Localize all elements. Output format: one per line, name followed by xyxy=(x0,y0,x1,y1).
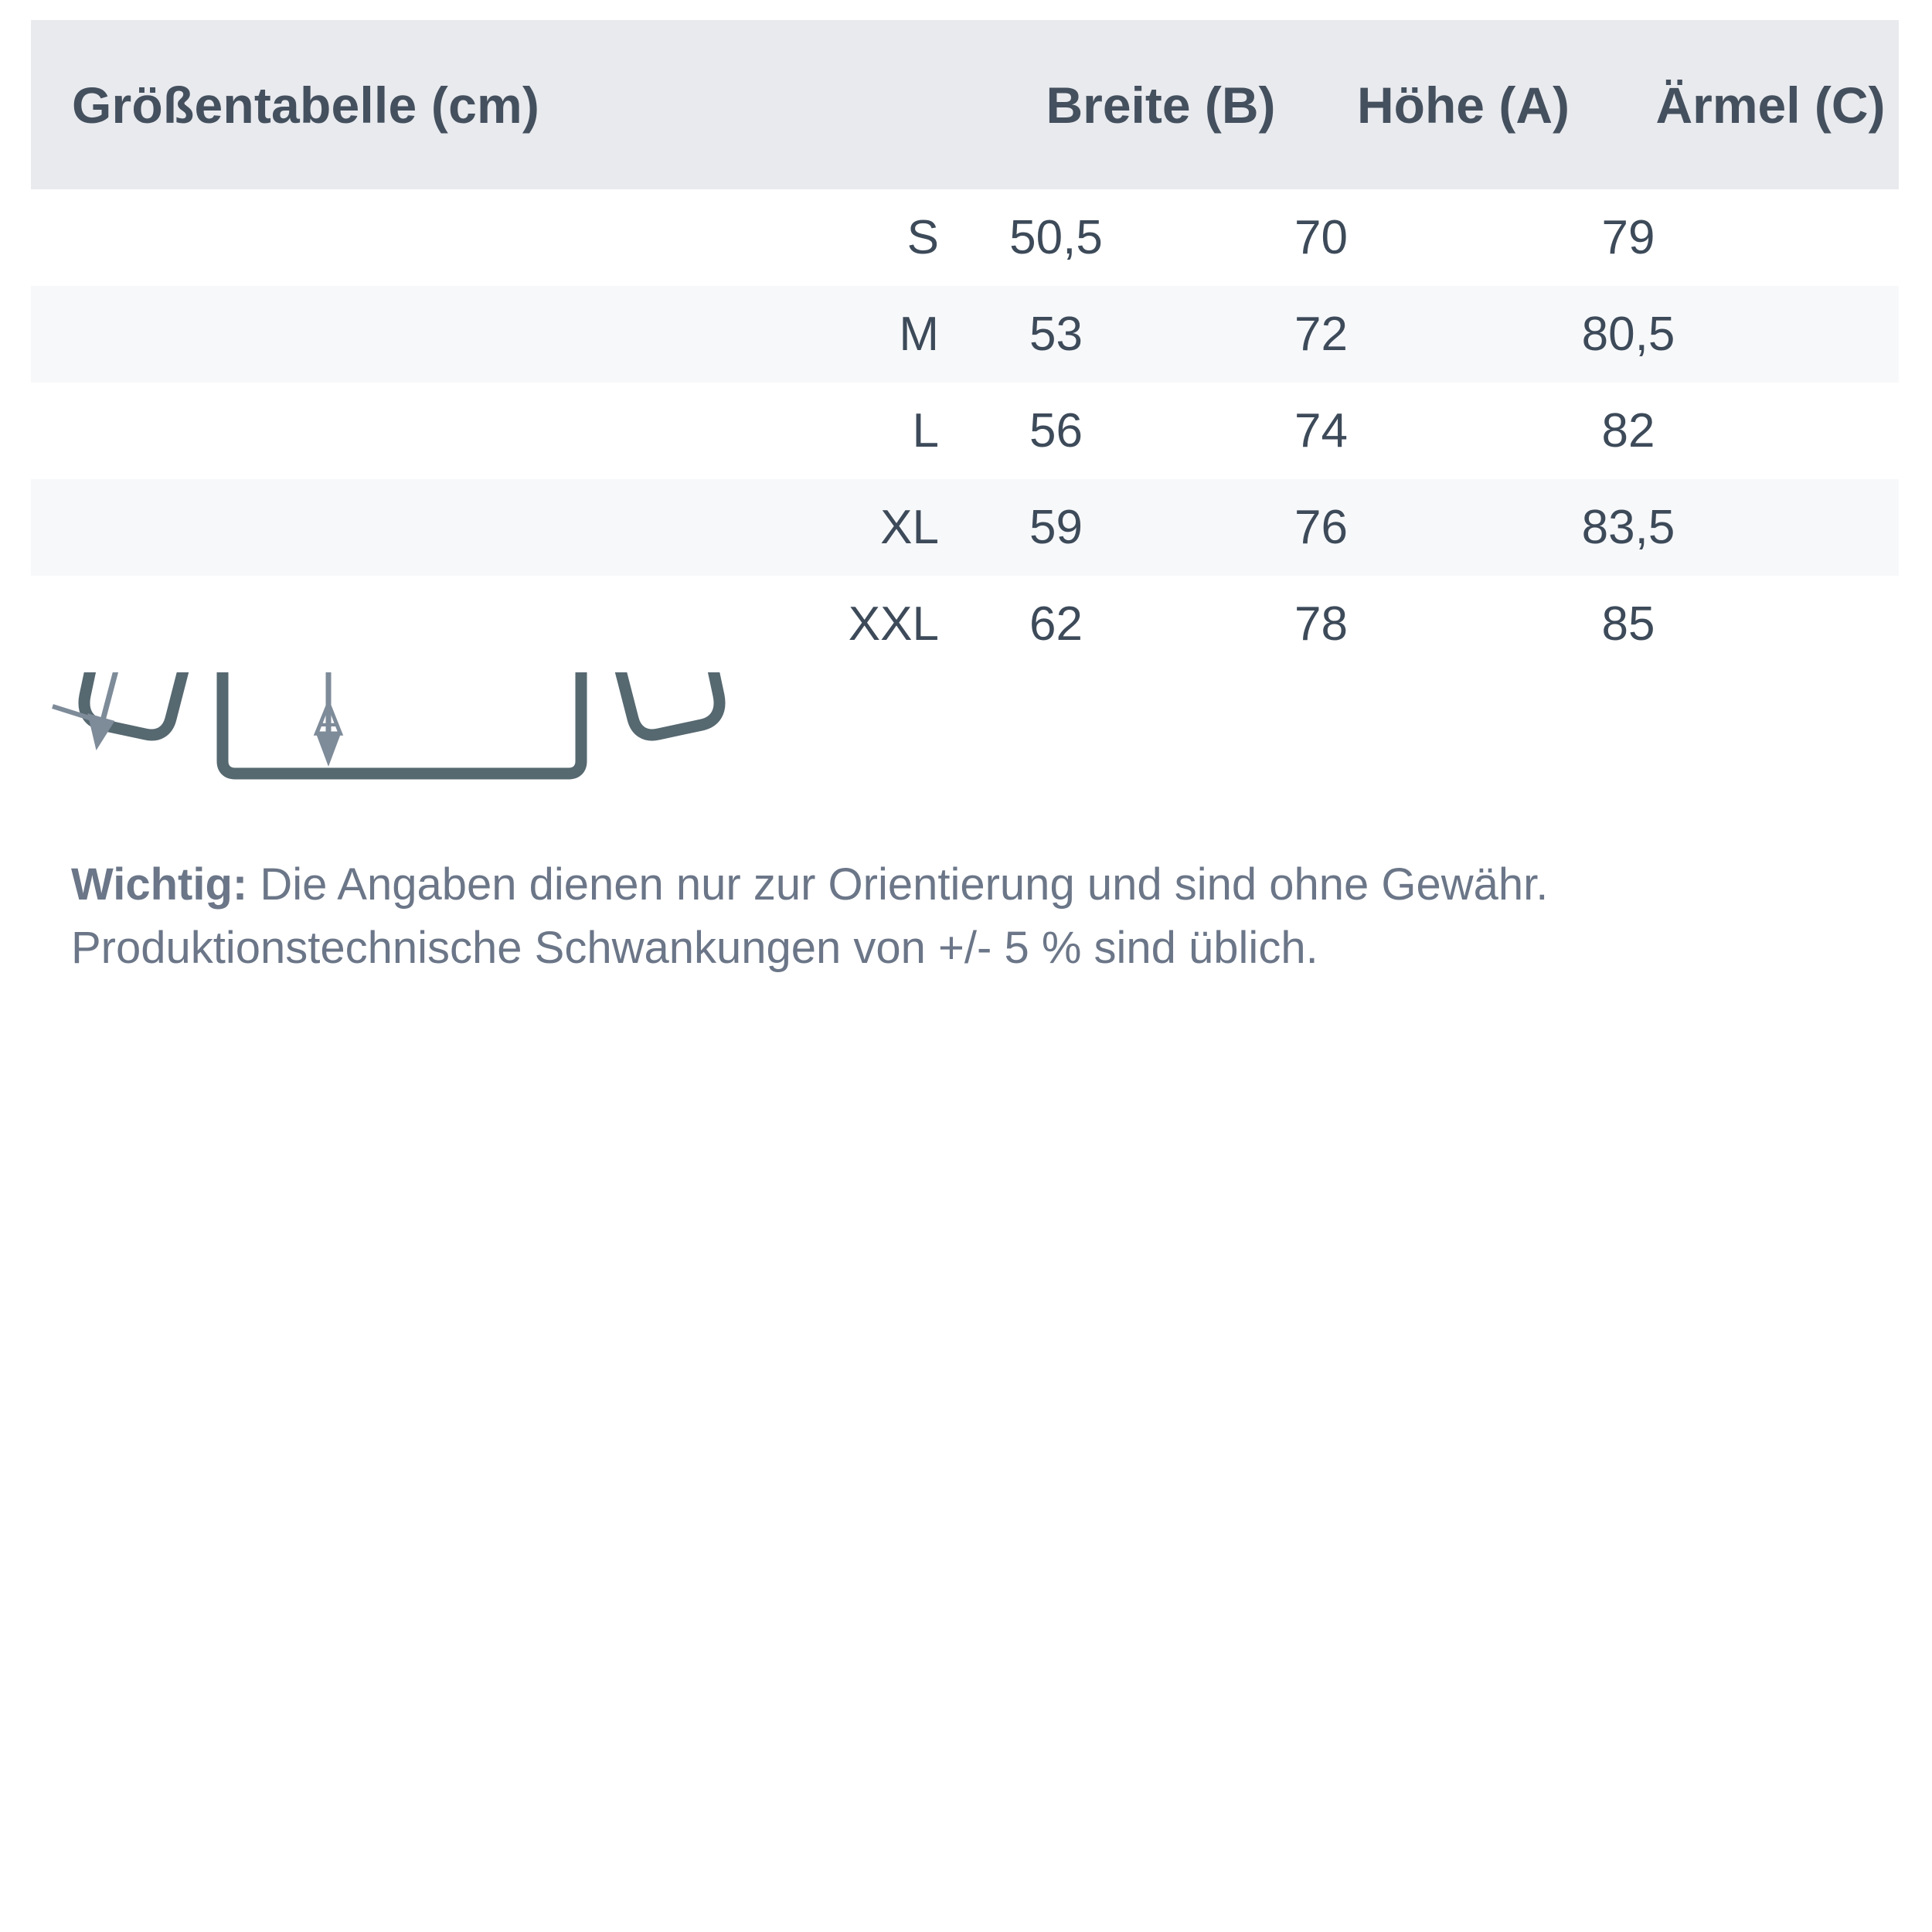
cell-hoehe: 72 xyxy=(1294,308,1348,361)
table-row: XL 59 76 83,5 xyxy=(31,479,1899,576)
column-header-breite: Breite (B) xyxy=(1046,76,1276,134)
disclaimer-text: Die Angaben dienen nur zur Orientierung … xyxy=(71,859,1549,973)
cell-hoehe: 78 xyxy=(1294,597,1348,651)
table-header-band: Größentabelle (cm) Breite (B) Höhe (A) Ä… xyxy=(31,20,1899,189)
cell-aermel: 83,5 xyxy=(1581,501,1675,554)
cell-hoehe: 74 xyxy=(1294,404,1348,457)
size-table: S 50,5 70 79 M 53 72 80,5 L 56 74 82 XL … xyxy=(31,189,1899,672)
cell-size: L xyxy=(912,404,939,457)
cell-breite: 59 xyxy=(1029,501,1083,554)
cell-size: XL xyxy=(880,501,939,554)
disclaimer-note: Wichtig: Die Angaben dienen nur zur Orie… xyxy=(71,853,1849,980)
disclaimer-label: Wichtig: xyxy=(71,859,248,910)
cell-breite: 53 xyxy=(1029,308,1083,361)
table-row: S 50,5 70 79 xyxy=(31,189,1899,286)
cell-hoehe: 70 xyxy=(1294,211,1348,264)
table-row: M 53 72 80,5 xyxy=(31,286,1899,383)
cell-breite: 50,5 xyxy=(1009,211,1103,264)
cell-breite: 56 xyxy=(1029,404,1083,457)
cell-hoehe: 76 xyxy=(1294,501,1348,554)
column-header-group: Breite (B) Höhe (A) Ärmel (C) xyxy=(1006,20,1930,189)
cell-breite: 62 xyxy=(1029,597,1083,651)
cell-aermel: 85 xyxy=(1601,597,1655,651)
cell-aermel: 80,5 xyxy=(1581,308,1675,361)
column-header-aermel: Ärmel (C) xyxy=(1655,76,1886,134)
cell-size: S xyxy=(906,211,939,264)
cell-size: M xyxy=(899,308,939,361)
table-row: XXL 62 78 85 xyxy=(31,576,1899,672)
column-header-hoehe: Höhe (A) xyxy=(1357,76,1570,134)
page-title: Größentabelle (cm) xyxy=(72,76,540,134)
dimension-label-a: A xyxy=(314,696,344,746)
table-row: L 56 74 82 xyxy=(31,383,1899,479)
cell-aermel: 79 xyxy=(1601,211,1655,264)
cell-aermel: 82 xyxy=(1601,404,1655,457)
cell-size: XXL xyxy=(848,597,939,651)
